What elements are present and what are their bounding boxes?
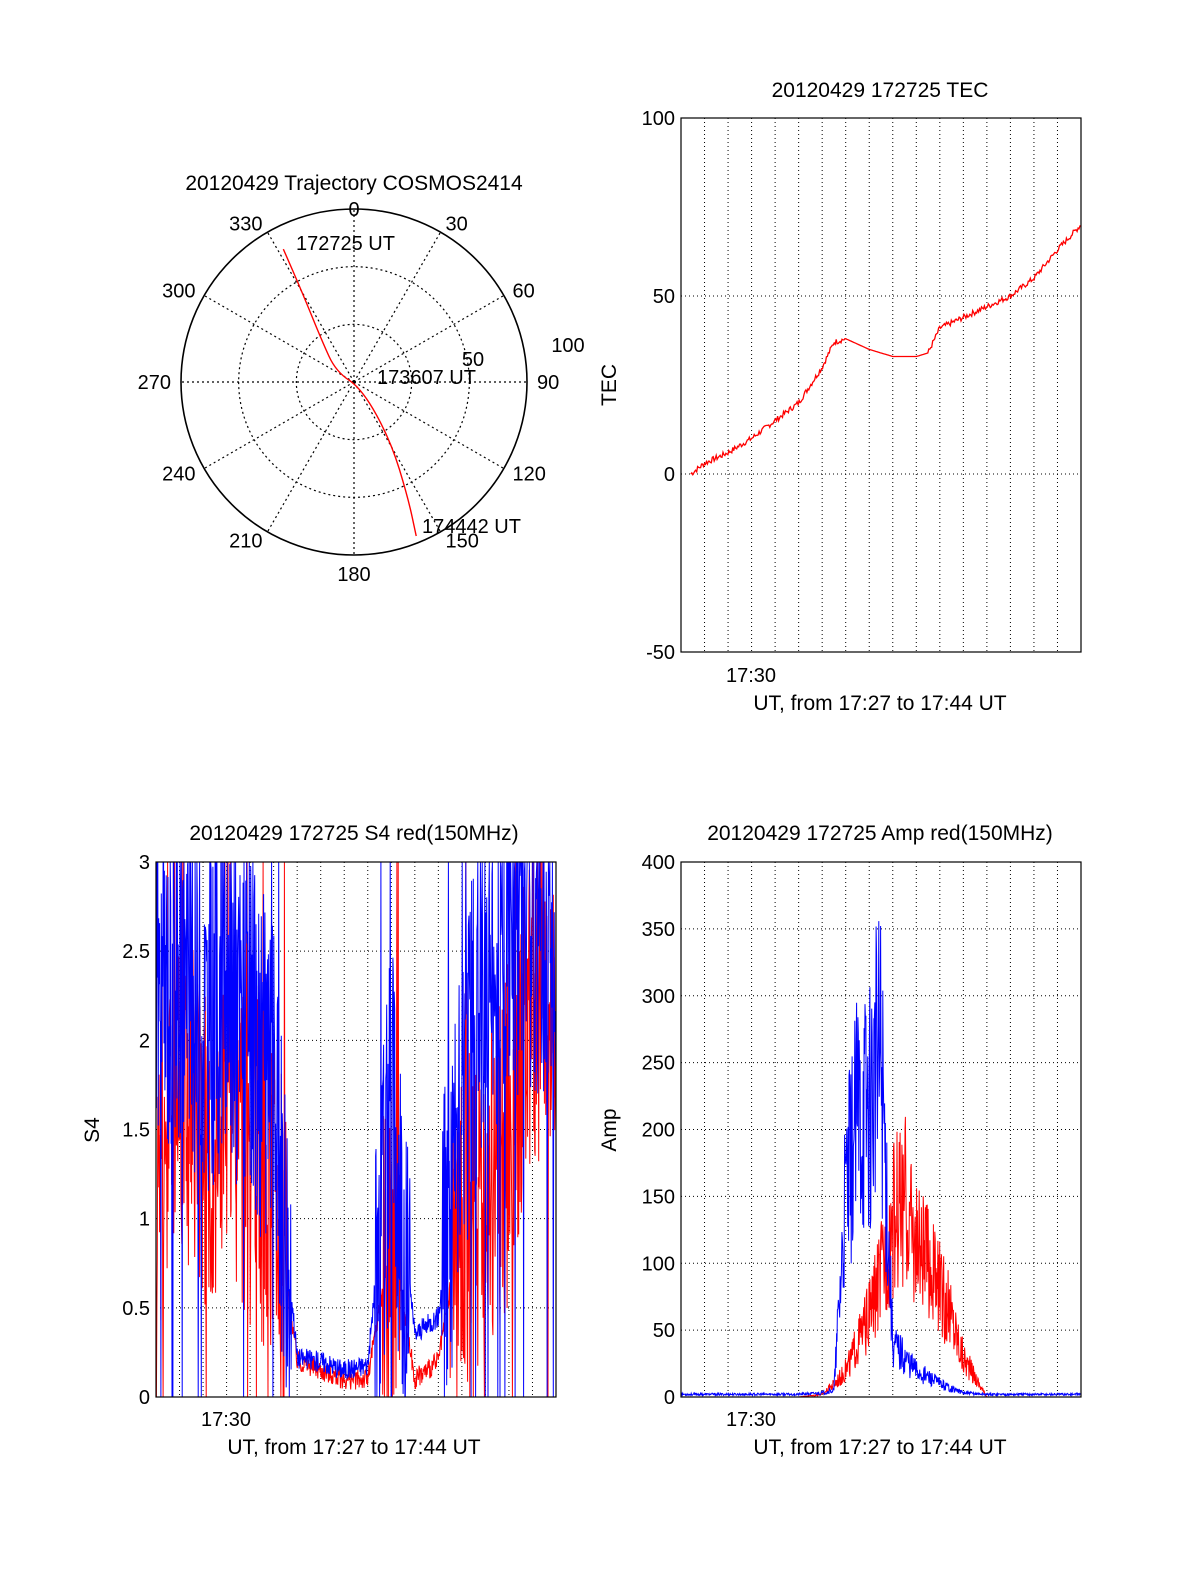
- s4-yticks-label-1: 0.5: [122, 1298, 150, 1320]
- polar-trajectory: [282, 248, 417, 537]
- azimuth-label-90: 90: [537, 372, 559, 394]
- s4-xlabel: UT, from 17:27 to 17:44 UT: [227, 1436, 480, 1459]
- s4-yticks-label-5: 2.5: [122, 941, 150, 963]
- s4-yticks-label-6: 3: [139, 852, 150, 874]
- amp-y-tick-labels: 0 50 100 150 200 250 300 350 400: [642, 852, 675, 1409]
- polar-spoke-150: [353, 381, 442, 533]
- polar-outer-circle: [180, 208, 528, 556]
- azimuth-label-270: 270: [138, 372, 171, 394]
- amp-yticks-label-6: 300: [642, 986, 675, 1008]
- s4-yticks-label-3: 1.5: [122, 1120, 150, 1142]
- polar-panel: 20120429 Trajectory COSMOS2414 0 30 60 90 12…: [138, 172, 585, 586]
- tec-yticks-label-1: 0: [664, 464, 675, 486]
- amp-line-0: [680, 921, 1082, 1398]
- radial-label-1: 100: [551, 335, 584, 357]
- s4-title: 20120429 172725 S4 red(150MHz): [189, 822, 518, 845]
- azimuth-label-120: 120: [512, 464, 545, 486]
- azimuth-label-0: 0: [348, 199, 359, 221]
- tec-series: [690, 225, 1081, 476]
- s4-axes-frame: [155, 861, 557, 1398]
- amp-ylabel: Amp: [598, 1108, 621, 1151]
- tec-x-tick-label: 17:30: [726, 665, 776, 687]
- s4-yticks-label-0: 0: [139, 1387, 150, 1409]
- s4-ylabel: S4: [81, 1117, 104, 1143]
- amp-axes-frame: [680, 861, 1082, 1398]
- tec-y-tick-labels: -50 0 50 100: [642, 108, 675, 664]
- amp-yticks-label-8: 400: [642, 852, 675, 874]
- amp-yticks-label-1: 50: [653, 1320, 675, 1342]
- azimuth-label-180: 180: [337, 564, 370, 586]
- amp-yticks-label-0: 0: [664, 1387, 675, 1409]
- tec-ylabel: TEC: [598, 364, 621, 406]
- s4-yticks-label-2: 1: [139, 1209, 150, 1231]
- amp-yticks-label-7: 350: [642, 919, 675, 941]
- polar-spoke-60: [353, 294, 505, 383]
- trajectory-start-label: 172725 UT: [296, 233, 395, 255]
- s4-grid: [156, 862, 556, 1397]
- tec-xlabel: UT, from 17:27 to 17:44 UT: [753, 692, 1006, 715]
- tec-yticks-label-0: -50: [646, 642, 675, 664]
- tec-yticks-label-3: 100: [642, 108, 675, 130]
- azimuth-label-240: 240: [162, 464, 195, 486]
- tec-grid: [681, 118, 1081, 652]
- polar-azimuth-labels: 0 30 60 90 120 150 180 210 240 270 300 330: [138, 199, 560, 586]
- azimuth-label-300: 300: [162, 281, 195, 303]
- s4-yticks-label-4: 2: [139, 1030, 150, 1052]
- amp-yticks-label-5: 250: [642, 1053, 675, 1075]
- azimuth-label-60: 60: [512, 281, 534, 303]
- tec-yticks-label-2: 50: [653, 286, 675, 308]
- amp-yticks-label-2: 100: [642, 1253, 675, 1275]
- polar-spoke-210: [266, 381, 355, 533]
- polar-spoke-120: [353, 381, 505, 470]
- amp-yticks-label-3: 150: [642, 1186, 675, 1208]
- amp-panel: 20120429 172725 Amp red(150MHz) 0 50 100 15…: [598, 822, 1082, 1459]
- s4-y-tick-labels: 0 0.5 1 1.5 2 2.5 3: [122, 852, 150, 1409]
- tec-title: 20120429 172725 TEC: [772, 79, 989, 102]
- azimuth-label-210: 210: [229, 530, 262, 552]
- polar-spoke-240: [203, 381, 355, 470]
- polar-grid: [180, 208, 528, 556]
- trajectory-mid-label: 173607 UT: [377, 367, 476, 389]
- amp-yticks-label-4: 200: [642, 1120, 675, 1142]
- trajectory-line-0: [282, 248, 417, 537]
- azimuth-label-150: 150: [446, 530, 479, 552]
- tec-panel: 20120429 172725 TEC -50 0 50 100 17:30 UT, …: [598, 79, 1082, 715]
- azimuth-label-330: 330: [229, 214, 262, 236]
- amp-xlabel: UT, from 17:27 to 17:44 UT: [753, 1436, 1006, 1459]
- tec-axes-frame: [680, 117, 1082, 653]
- polar-spoke-300: [203, 294, 355, 383]
- trajectory-end-label: 174442 UT: [422, 516, 521, 538]
- s4-x-tick-label: 17:30: [201, 1409, 251, 1431]
- polar-spoke-330: [266, 231, 355, 383]
- azimuth-label-30: 30: [446, 214, 468, 236]
- polar-radial-labels: 50 100: [462, 335, 585, 371]
- polar-spoke-30: [353, 231, 442, 383]
- amp-title: 20120429 172725 Amp red(150MHz): [707, 822, 1053, 845]
- polar-title: 20120429 Trajectory COSMOS2414: [185, 172, 523, 195]
- polar-ring-0: [295, 323, 413, 441]
- tec-line-0: [690, 225, 1081, 476]
- radial-label-0: 50: [462, 349, 484, 371]
- s4-panel: 20120429 172725 S4 red(150MHz) 0 0.5 1 1.5 2…: [81, 822, 557, 1459]
- amp-x-tick-label: 17:30: [726, 1409, 776, 1431]
